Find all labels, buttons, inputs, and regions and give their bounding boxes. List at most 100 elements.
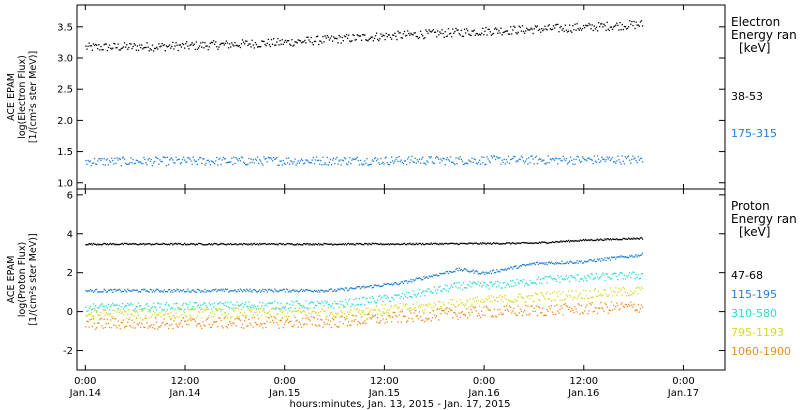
proton-data-point [384, 304, 386, 306]
proton-data-point [227, 243, 230, 245]
proton-data-point [441, 290, 443, 292]
proton-data-point [172, 307, 174, 310]
electron-data-point [156, 46, 158, 48]
proton-data-point [165, 322, 168, 325]
proton-data-point [92, 242, 95, 245]
proton-data-point [189, 301, 191, 303]
electron-ylabel-line: [1/(cm²s ster MeV)] [28, 51, 39, 143]
electron-data-point [274, 158, 276, 161]
electron-data-point [166, 46, 169, 48]
proton-data-point [505, 284, 508, 286]
proton-data-point [573, 296, 575, 298]
electron-data-point [239, 46, 242, 49]
proton-data-point [558, 241, 560, 243]
proton-data-point [611, 295, 614, 297]
proton-data-point [183, 242, 186, 245]
proton-data-point [567, 262, 570, 265]
proton-data-point [616, 256, 618, 258]
proton-data-point [211, 289, 214, 291]
electron-data-point [366, 158, 368, 160]
proton-data-point [325, 243, 327, 245]
proton-data-point [447, 302, 450, 304]
proton-data-point [193, 308, 195, 311]
proton-data-point [188, 290, 190, 292]
proton-data-point [468, 242, 470, 244]
proton-data-point [380, 242, 382, 245]
proton-data-point [399, 303, 401, 305]
proton-data-point [434, 290, 437, 292]
electron-data-point [123, 42, 126, 44]
electron-data-point [445, 158, 447, 161]
proton-data-point [197, 242, 200, 245]
electron-data-point [328, 161, 331, 164]
electron-data-point [170, 47, 172, 49]
proton-data-point [404, 303, 407, 306]
electron-data-point [570, 156, 572, 158]
electron-data-point [188, 48, 190, 50]
proton-data-point [281, 312, 283, 314]
proton-legend-entry: 310-580 [731, 307, 777, 320]
proton-data-point [626, 238, 629, 241]
proton-data-point [627, 274, 630, 276]
electron-ytick-label: 1.5 [57, 147, 73, 158]
proton-data-point [623, 274, 625, 277]
proton-data-point [342, 288, 345, 290]
proton-data-point [226, 327, 229, 329]
electron-data-point [132, 45, 134, 48]
proton-data-point [353, 298, 355, 301]
proton-data-point [229, 290, 231, 293]
electron-data-point [266, 42, 268, 45]
proton-data-point [536, 278, 539, 281]
proton-data-point [584, 276, 586, 278]
proton-data-point [452, 286, 454, 289]
proton-data-point [587, 261, 589, 263]
proton-data-point [621, 294, 623, 296]
proton-data-point [133, 315, 135, 317]
proton-data-point [468, 285, 470, 287]
proton-data-point [486, 272, 488, 275]
proton-data-point [580, 240, 583, 242]
proton-data-point [221, 243, 223, 245]
proton-data-point [522, 279, 525, 281]
proton-data-point [385, 243, 387, 245]
electron-data-point [114, 157, 116, 159]
proton-data-point [490, 243, 493, 245]
electron-data-point [171, 157, 173, 159]
proton-data-point [98, 244, 100, 246]
electron-data-point [98, 44, 100, 46]
proton-data-point [99, 318, 101, 321]
proton-data-point [429, 304, 431, 306]
electron-data-point [403, 160, 406, 162]
proton-data-point [592, 311, 594, 313]
proton-data-point [290, 291, 292, 293]
proton-data-point [553, 305, 556, 307]
proton-data-point [159, 312, 161, 314]
proton-data-point [307, 243, 309, 245]
proton-data-point [449, 242, 452, 244]
proton-data-point [318, 242, 320, 245]
proton-data-point [515, 300, 517, 302]
electron-data-point [370, 163, 372, 165]
proton-data-point [349, 288, 351, 290]
proton-data-point [374, 284, 377, 286]
proton-data-point [514, 265, 516, 268]
proton-data-point [379, 321, 381, 324]
proton-data-point [218, 302, 220, 305]
electron-data-point [177, 158, 179, 161]
electron-data-point [565, 157, 568, 160]
proton-data-point [560, 263, 562, 265]
proton-data-point [159, 326, 161, 328]
proton-data-point [562, 291, 564, 293]
proton-data-point [445, 308, 447, 310]
proton-data-point [510, 243, 512, 245]
electron-data-point [131, 162, 133, 164]
proton-data-point [166, 291, 169, 293]
proton-data-point [327, 243, 329, 245]
electron-data-point [497, 32, 499, 34]
proton-data-point [605, 303, 607, 306]
electron-data-point [158, 43, 160, 45]
proton-data-point [244, 312, 246, 314]
electron-data-point [556, 23, 558, 26]
proton-data-point [636, 256, 638, 258]
